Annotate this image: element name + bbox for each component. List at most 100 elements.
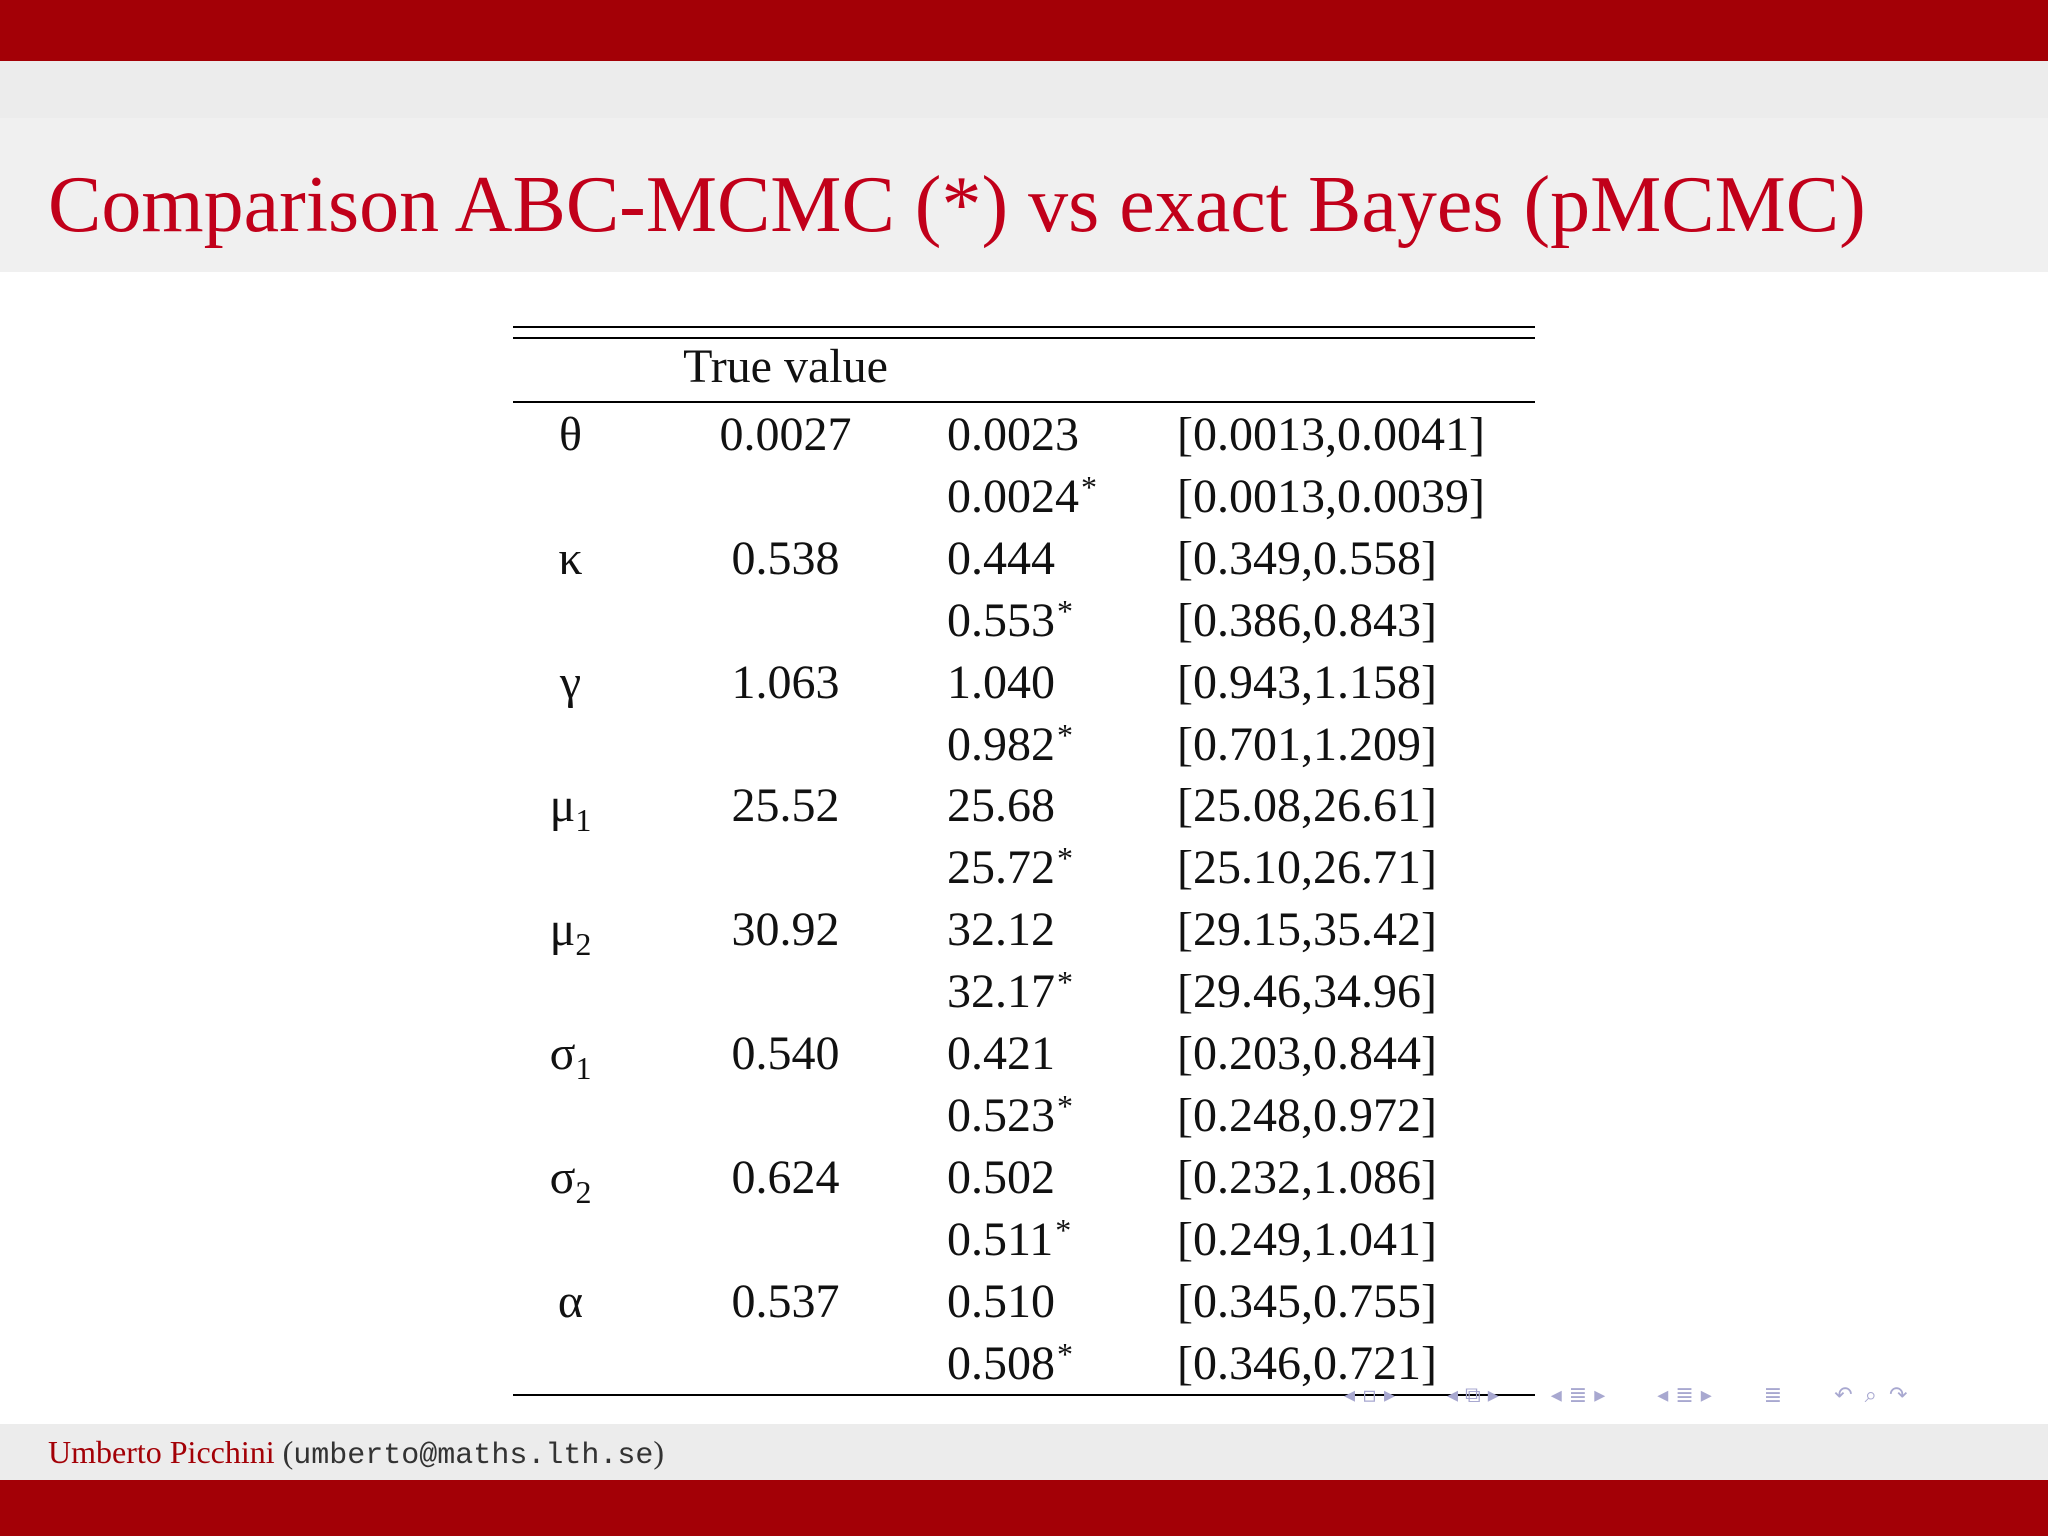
true-value-cell: 0.624 bbox=[731, 1150, 840, 1204]
abc-marker: * bbox=[1057, 840, 1073, 877]
param-symbol-letter: μ bbox=[549, 903, 576, 957]
estimate-pmcmc-cell: 1.040 bbox=[947, 655, 1055, 709]
interval-abc-cell: [0.248,0.972] bbox=[1177, 1088, 1437, 1142]
param-symbol: σ2 bbox=[513, 1147, 628, 1213]
header-true-value: True value bbox=[683, 340, 888, 393]
interval-pmcmc-cell: [0.345,0.755] bbox=[1177, 1274, 1437, 1328]
estimate-abc-cell: 0.511* bbox=[947, 1209, 1071, 1275]
true-value-cell: 0.537 bbox=[731, 1274, 840, 1328]
estimate-pmcmc-cell: 0.421 bbox=[947, 1027, 1055, 1080]
estimate-abc-value: 0.982 bbox=[947, 717, 1055, 771]
abc-marker: * bbox=[1055, 1211, 1072, 1248]
param-symbol-letter: α bbox=[557, 1274, 584, 1328]
interval-abc-cell: [25.10,26.71] bbox=[1177, 841, 1437, 895]
footer-close-paren: ) bbox=[653, 1434, 664, 1470]
param-symbol-letter: σ bbox=[549, 1150, 576, 1204]
beamer-navigation: ◂ ▫ ▸ ◂ ⧉ ▸ ◂ ≣ ▸ ◂ ≣ ▸ ≣ ↶ ⌕ ↷ bbox=[1340, 1377, 1911, 1413]
interval-abc-cell: [0.0013,0.0039] bbox=[1177, 469, 1485, 523]
slide-title: Comparison ABC-MCMC (*) vs exact Bayes (… bbox=[48, 161, 1866, 249]
estimate-pmcmc-cell: 0.444 bbox=[947, 531, 1055, 585]
nav-undo-icon[interactable]: ↶ bbox=[1834, 1382, 1853, 1408]
estimate-abc-value: 0.508 bbox=[947, 1336, 1055, 1390]
nav-redo-icon[interactable]: ↷ bbox=[1889, 1382, 1908, 1408]
estimate-abc-cell: 0.553* bbox=[947, 590, 1073, 656]
param-symbol-letter: σ bbox=[549, 1027, 576, 1080]
param-symbol-subscript: 2 bbox=[575, 1173, 592, 1210]
abc-marker: * bbox=[1057, 964, 1073, 1001]
param-symbol-subscript: 1 bbox=[575, 1050, 592, 1086]
estimate-pmcmc-cell: 32.12 bbox=[947, 903, 1055, 957]
estimate-pmcmc-cell: 25.68 bbox=[947, 779, 1055, 833]
estimate-abc-cell: 0.982* bbox=[947, 714, 1073, 780]
true-value-cell: 1.063 bbox=[731, 655, 840, 709]
nav-subsection-icon[interactable]: ◂ ≣ ▸ bbox=[1550, 1382, 1606, 1408]
nav-frame-icon[interactable]: ◂ ⧉ ▸ bbox=[1446, 1382, 1499, 1408]
estimate-pmcmc-cell: 0.502 bbox=[947, 1150, 1055, 1204]
param-symbol-letter: μ bbox=[549, 779, 576, 833]
estimate-abc-cell: 0.523* bbox=[947, 1085, 1073, 1151]
true-value-cell: 25.52 bbox=[731, 779, 840, 833]
estimate-abc-value: 0.553 bbox=[947, 593, 1055, 647]
abc-marker: * bbox=[1057, 592, 1073, 629]
footer: Umberto Picchini (umberto@maths.lth.se) bbox=[48, 1430, 664, 1478]
interval-abc-cell: [0.346,0.721] bbox=[1177, 1336, 1437, 1390]
interval-pmcmc-cell: [0.943,1.158] bbox=[1177, 655, 1437, 709]
param-symbol-letter: γ bbox=[559, 655, 582, 709]
nav-search-icon[interactable]: ⌕ bbox=[1864, 1382, 1877, 1408]
interval-abc-cell: [0.386,0.843] bbox=[1177, 593, 1437, 647]
footer-open-paren: ( bbox=[282, 1434, 294, 1470]
interval-abc-cell: [0.249,1.041] bbox=[1177, 1212, 1437, 1266]
nav-section-icon[interactable]: ◂ ≣ ▸ bbox=[1657, 1382, 1712, 1408]
header-bar-top bbox=[0, 0, 2048, 61]
estimate-abc-cell: 0.0024* bbox=[947, 466, 1097, 532]
nav-first-icon[interactable]: ◂ ▫ ▸ bbox=[1344, 1382, 1395, 1408]
estimate-abc-value: 32.17 bbox=[947, 965, 1055, 1019]
interval-pmcmc-cell: [0.203,0.844] bbox=[1177, 1027, 1437, 1080]
estimate-abc-value: 0.0024 bbox=[947, 469, 1079, 523]
true-value-cell: 0.0027 bbox=[719, 408, 852, 461]
param-symbol: α bbox=[513, 1271, 628, 1333]
footer-band bbox=[0, 1424, 2048, 1480]
param-symbol-subscript: 1 bbox=[575, 802, 592, 839]
true-value-cell: 0.538 bbox=[731, 531, 840, 585]
param-symbol-subscript: 2 bbox=[575, 926, 592, 963]
interval-pmcmc-cell: [0.232,1.086] bbox=[1177, 1150, 1437, 1204]
param-symbol-letter: κ bbox=[558, 531, 583, 585]
param-symbol: θ bbox=[513, 404, 628, 466]
param-symbol: γ bbox=[513, 652, 628, 714]
true-value-cell: 0.540 bbox=[731, 1027, 840, 1080]
interval-abc-cell: [29.46,34.96] bbox=[1177, 965, 1437, 1019]
estimate-abc-cell: 32.17* bbox=[947, 961, 1073, 1027]
footer-email: umberto@maths.lth.se bbox=[293, 1439, 654, 1473]
estimate-abc-value: 0.523 bbox=[947, 1088, 1055, 1142]
param-symbol: μ2 bbox=[513, 899, 628, 965]
interval-abc-cell: [0.701,1.209] bbox=[1177, 717, 1437, 771]
estimate-abc-cell: 0.508* bbox=[947, 1333, 1073, 1399]
table-rule-top bbox=[513, 326, 1535, 328]
abc-marker: * bbox=[1081, 468, 1097, 505]
estimate-pmcmc-cell: 0.510 bbox=[947, 1274, 1055, 1328]
table-rule-header bbox=[513, 401, 1535, 403]
param-symbol-letter: θ bbox=[559, 408, 582, 461]
title-band bbox=[0, 61, 2048, 272]
footer-author: Umberto Picchini bbox=[48, 1434, 275, 1470]
param-symbol: σ1 bbox=[513, 1023, 628, 1089]
param-symbol: μ1 bbox=[513, 775, 628, 841]
title-band-upper bbox=[0, 61, 2048, 118]
abc-marker: * bbox=[1057, 1087, 1073, 1124]
interval-pmcmc-cell: [0.349,0.558] bbox=[1177, 531, 1437, 585]
table-rule-top-second bbox=[513, 337, 1535, 339]
estimate-abc-value: 0.511 bbox=[947, 1212, 1054, 1266]
interval-pmcmc-cell: [0.0013,0.0041] bbox=[1177, 408, 1485, 461]
abc-marker: * bbox=[1057, 716, 1073, 753]
interval-pmcmc-cell: [25.08,26.61] bbox=[1177, 779, 1437, 833]
param-symbol: κ bbox=[513, 528, 628, 590]
true-value-cell: 30.92 bbox=[731, 903, 840, 957]
table-rule-bottom bbox=[513, 1394, 1535, 1396]
nav-align-icon[interactable]: ≣ bbox=[1763, 1382, 1783, 1408]
footer-bar-bottom bbox=[0, 1480, 2048, 1536]
abc-marker: * bbox=[1057, 1335, 1073, 1372]
interval-pmcmc-cell: [29.15,35.42] bbox=[1177, 903, 1437, 957]
estimate-pmcmc-cell: 0.0023 bbox=[947, 408, 1079, 461]
estimate-abc-cell: 25.72* bbox=[947, 837, 1073, 903]
